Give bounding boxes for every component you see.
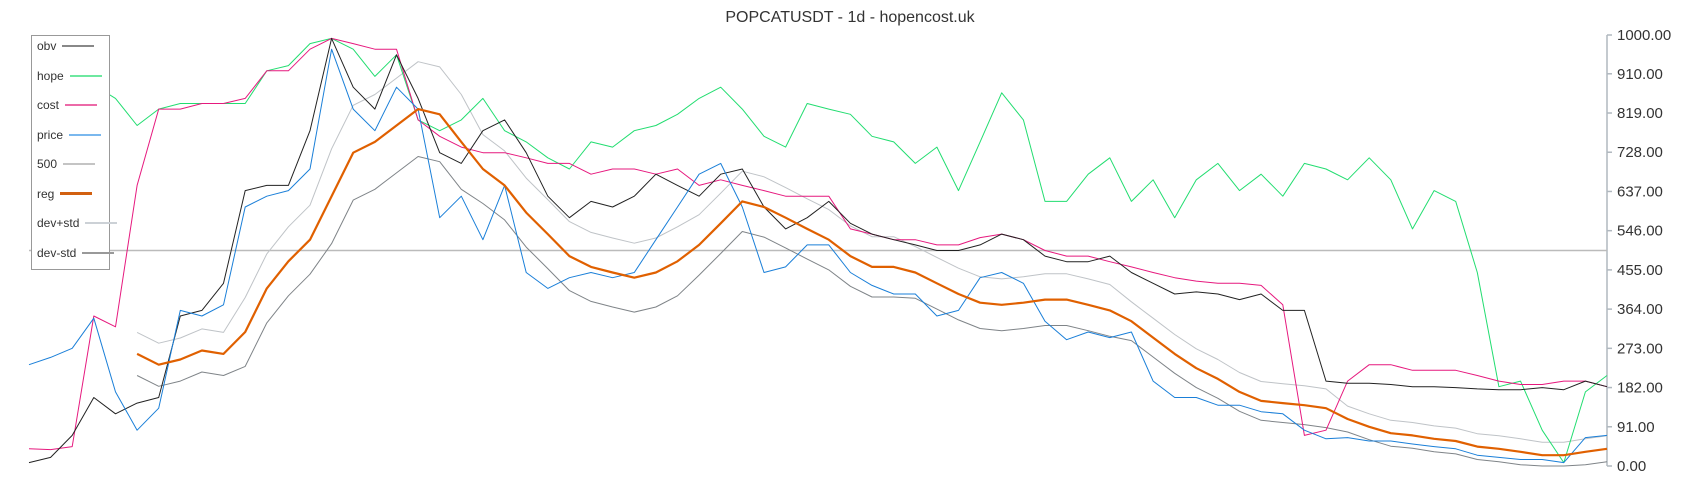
chart-title: POPCATUSDT - 1d - hopencost.uk [725, 9, 975, 26]
legend-label: cost [37, 98, 60, 112]
series-line-cost [28, 37, 1608, 451]
legend-swatch [85, 222, 118, 224]
legend-swatch [69, 133, 102, 136]
legend-swatch [82, 251, 115, 254]
y-tick-label: 273.00 [1617, 340, 1663, 357]
y-tick-label: 910.00 [1617, 66, 1663, 83]
legend-label: reg [37, 186, 55, 201]
y-tick-label: 637.00 [1617, 183, 1663, 200]
series-line-obv [28, 37, 1608, 464]
legend-label: obv [37, 39, 57, 53]
series-line-dev-std [136, 61, 1608, 443]
legend-swatch [69, 74, 102, 77]
legend-swatch [62, 45, 95, 47]
y-tick-label: 182.00 [1617, 380, 1663, 397]
legend-item: cost [37, 97, 98, 113]
legend-label: price [37, 127, 64, 142]
legend-swatch [63, 163, 96, 165]
legend-item: dev+std [37, 215, 118, 231]
legend-label: dev+std [37, 216, 80, 230]
series-line-price [28, 48, 1608, 464]
legend-swatch [65, 104, 98, 106]
legend-item: 500 [37, 156, 96, 172]
legend-item: price [37, 127, 102, 143]
y-tick-label: 364.00 [1617, 301, 1663, 318]
legend-item: obv [37, 38, 95, 54]
legend-item: hope [37, 68, 102, 84]
y-tick-label: 728.00 [1617, 144, 1663, 161]
y-tick-label: 819.00 [1617, 105, 1663, 122]
y-tick-label: 546.00 [1617, 223, 1663, 240]
series-line-dev-std [136, 156, 1608, 467]
y-tick-label: 455.00 [1617, 262, 1663, 279]
legend-label: 500 [37, 157, 58, 171]
y-tick-label: 1000.00 [1617, 27, 1671, 44]
legend-item: dev-std [37, 245, 115, 261]
legend-swatch [60, 192, 93, 195]
y-tick-label: 0.00 [1617, 458, 1646, 475]
series-line-reg [136, 108, 1608, 457]
legend: obv hope cost price 500 reg dev+std dev-std [31, 35, 118, 270]
legend-label: dev-std [37, 245, 77, 260]
y-tick-label: 91.00 [1617, 419, 1655, 436]
legend-item: reg [37, 186, 93, 202]
series-line-hope [93, 37, 1608, 464]
legend-label: hope [37, 68, 64, 83]
